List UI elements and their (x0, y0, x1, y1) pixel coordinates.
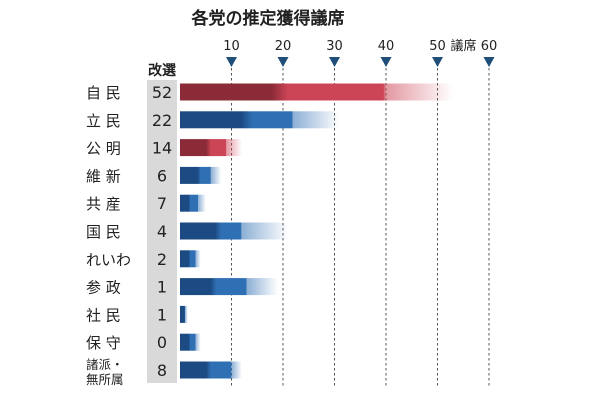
tick-marker-icon (277, 57, 289, 67)
previous-seats-value: 22 (152, 111, 172, 130)
previous-seats-value: 7 (157, 194, 167, 213)
bar (180, 305, 188, 323)
tick-label: 60 (481, 39, 498, 54)
previous-seats-value: 0 (157, 333, 167, 352)
previous-seats-value: 8 (157, 361, 167, 380)
previous-seats-value: 1 (157, 278, 167, 297)
party-label: 維 新 (86, 167, 121, 185)
previous-seats-value: 4 (157, 222, 167, 241)
party-label: 参 政 (86, 279, 121, 297)
bar (180, 83, 453, 101)
previous-seats-value: 6 (157, 166, 167, 185)
party-label: 立 民 (86, 112, 121, 130)
chart-title: 各党の推定獲得議席 (191, 8, 345, 29)
party-label: 国 民 (86, 223, 121, 241)
previous-seats-header: 改選 (148, 62, 176, 79)
party-label: 共 産 (86, 195, 121, 213)
previous-seats-value: 2 (157, 250, 167, 269)
previous-seats-value: 14 (152, 139, 172, 158)
previous-seats-value: 1 (157, 305, 167, 324)
party-label-line2: 無所属 (86, 372, 124, 387)
tick-label: 30 (326, 39, 343, 54)
tick-label: 50 (429, 39, 446, 54)
bar (180, 278, 278, 296)
previous-seats-column (147, 80, 177, 383)
tick-label: 20 (275, 39, 292, 54)
tick-marker-icon (432, 57, 443, 67)
party-label: 公 明 (86, 140, 121, 158)
party-label: 自 民 (86, 84, 121, 102)
tick-label: 10 (223, 39, 240, 54)
bar (180, 139, 242, 157)
bar (180, 111, 340, 129)
bar (180, 194, 206, 212)
party-label: れいわ (86, 251, 131, 269)
party-label: 社 民 (86, 306, 121, 324)
bar (180, 361, 242, 379)
bar (180, 250, 201, 268)
tick-marker-icon (483, 57, 495, 67)
previous-seats-value: 52 (152, 83, 172, 102)
bar (180, 166, 222, 184)
tick-marker-icon (226, 57, 237, 67)
party-label: 保 守 (86, 334, 121, 352)
unit-label: 議席 (451, 38, 477, 54)
bar (180, 333, 201, 351)
tick-label: 40 (378, 39, 395, 54)
tick-marker-icon (329, 57, 340, 67)
party-label: 諸派・ (86, 357, 124, 372)
tick-marker-icon (380, 57, 392, 67)
bar (180, 222, 289, 240)
